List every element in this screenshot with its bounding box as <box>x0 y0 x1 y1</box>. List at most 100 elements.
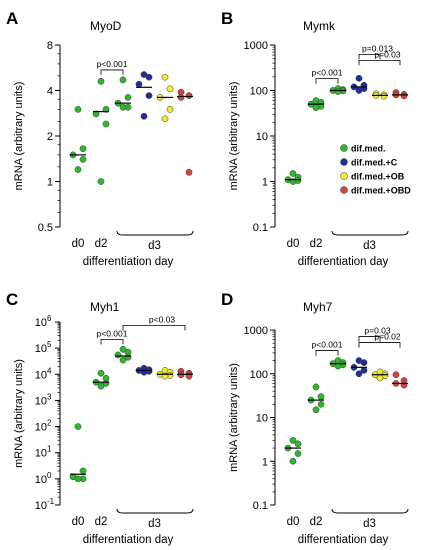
data-point <box>380 92 388 100</box>
data-point <box>74 475 82 483</box>
data-point <box>185 168 193 176</box>
y-tick-label: 10 <box>35 369 47 381</box>
panel-letter: D <box>221 290 233 309</box>
data-point <box>74 166 82 173</box>
data-point <box>392 371 400 379</box>
significance-bracket <box>315 350 339 356</box>
y-axis-label: mRNA (arbitrary units) <box>228 82 240 191</box>
data-point <box>74 106 82 113</box>
legend-swatch <box>340 186 348 194</box>
y-tick-label: 4 <box>47 86 53 98</box>
y-tick-exponent: 1 <box>47 445 52 454</box>
data-point <box>400 92 408 100</box>
y-tick-exponent: 4 <box>47 366 52 375</box>
data-point <box>79 467 87 475</box>
y-tick-exponent: -1 <box>47 497 55 506</box>
x-axis-label: differentiation day <box>298 534 389 546</box>
legend-swatch <box>340 158 348 166</box>
y-tick-exponent: 2 <box>47 419 52 428</box>
data-point <box>294 440 302 448</box>
panel-title: MyoD <box>90 19 122 33</box>
data-point <box>161 73 169 81</box>
x-tick-label: d2 <box>310 238 323 250</box>
significance-label: p=0.013 <box>362 43 393 53</box>
data-point <box>79 145 87 152</box>
y-axis-label: mRNA (arbitrary units) <box>13 359 25 468</box>
panel-b: B Mymk 0.1 1 10 100 1000 mRNA (arbitrary units)… <box>221 9 409 268</box>
y-tick-exponent: 5 <box>47 340 52 349</box>
x-axis-label: differentiation day <box>298 256 389 268</box>
y-tick-label: 0.1 <box>253 500 268 512</box>
y-tick-label: 8 <box>47 40 53 52</box>
significance-bracket <box>122 324 186 331</box>
panel-letter: B <box>221 9 233 28</box>
significance-bracket <box>358 59 401 66</box>
y-axis-label: mRNA (arbitrary units) <box>228 363 240 472</box>
significance-label: p<0.001 <box>97 328 128 338</box>
group-label: d3 <box>148 240 161 252</box>
panel-title: Myh7 <box>303 300 333 314</box>
legend-swatch <box>340 172 348 180</box>
data-point <box>145 73 153 81</box>
y-tick-label: 2 <box>47 131 53 143</box>
significance-bracket <box>358 336 381 342</box>
data-point <box>360 359 368 366</box>
data-point <box>97 77 105 85</box>
significance-bracket <box>358 53 381 60</box>
significance-label: p=0.03 <box>374 49 401 59</box>
y-tick-label: 10 <box>35 448 47 460</box>
data-point <box>289 457 297 465</box>
data-point <box>92 110 100 118</box>
data-point <box>97 369 105 377</box>
panel-a: A MyoD 0.5 1 2 4 8 mRNA (arbitrary units) d0 d2 d3… <box>6 9 194 268</box>
data-point <box>74 423 82 430</box>
data-point <box>177 94 185 101</box>
data-point <box>334 362 342 370</box>
data-point <box>166 106 174 113</box>
group-label: d3 <box>363 518 376 530</box>
panel-title: Myh1 <box>90 300 120 314</box>
data-point <box>334 88 342 95</box>
legend-label: dif.med.+C <box>351 158 398 168</box>
y-tick-exponent: 0 <box>47 471 52 480</box>
y-tick-label: 0.5 <box>38 222 53 234</box>
group-label: d3 <box>148 518 161 530</box>
y-tick-label: 1000 <box>244 325 268 337</box>
d3-bracket <box>331 508 409 514</box>
data-point <box>119 345 127 353</box>
y-tick-label: 10 <box>256 131 268 143</box>
data-point <box>102 106 110 113</box>
y-tick-label: 10 <box>35 317 47 329</box>
data-point <box>114 351 122 359</box>
y-tick-label: 0.1 <box>253 222 268 234</box>
significance-label: p=0.02 <box>374 332 401 342</box>
significance-label: p<0.001 <box>312 68 343 78</box>
x-tick-label: d2 <box>310 516 323 528</box>
y-tick-label: 10 <box>35 474 47 486</box>
x-tick-label: d0 <box>72 238 85 250</box>
data-point <box>119 76 127 84</box>
panel-d: D Myh7 0.1 1 10 100 1000 mRNA (arbitrary units)… <box>221 290 409 546</box>
x-tick-label: d2 <box>95 516 108 528</box>
y-tick-label: 100 <box>250 86 268 98</box>
data-point <box>289 170 297 177</box>
data-point <box>355 87 363 94</box>
data-point <box>140 112 148 120</box>
data-point <box>312 104 320 111</box>
data-point <box>355 74 363 82</box>
data-point <box>289 437 297 444</box>
y-tick-label: 10 <box>35 422 47 434</box>
significance-label: p<0.001 <box>97 59 128 69</box>
data-point <box>312 383 320 391</box>
y-tick-label: 10 <box>35 500 47 512</box>
data-point <box>119 103 127 111</box>
y-tick-label: 1 <box>262 177 268 189</box>
y-tick-label: 10 <box>35 395 47 407</box>
significance-label: p<0.03 <box>149 314 176 324</box>
data-point <box>102 120 110 128</box>
significance-bracket <box>315 78 339 84</box>
x-tick-label: d0 <box>287 238 300 250</box>
y-tick-label: 10 <box>35 343 47 355</box>
data-point <box>355 370 363 378</box>
